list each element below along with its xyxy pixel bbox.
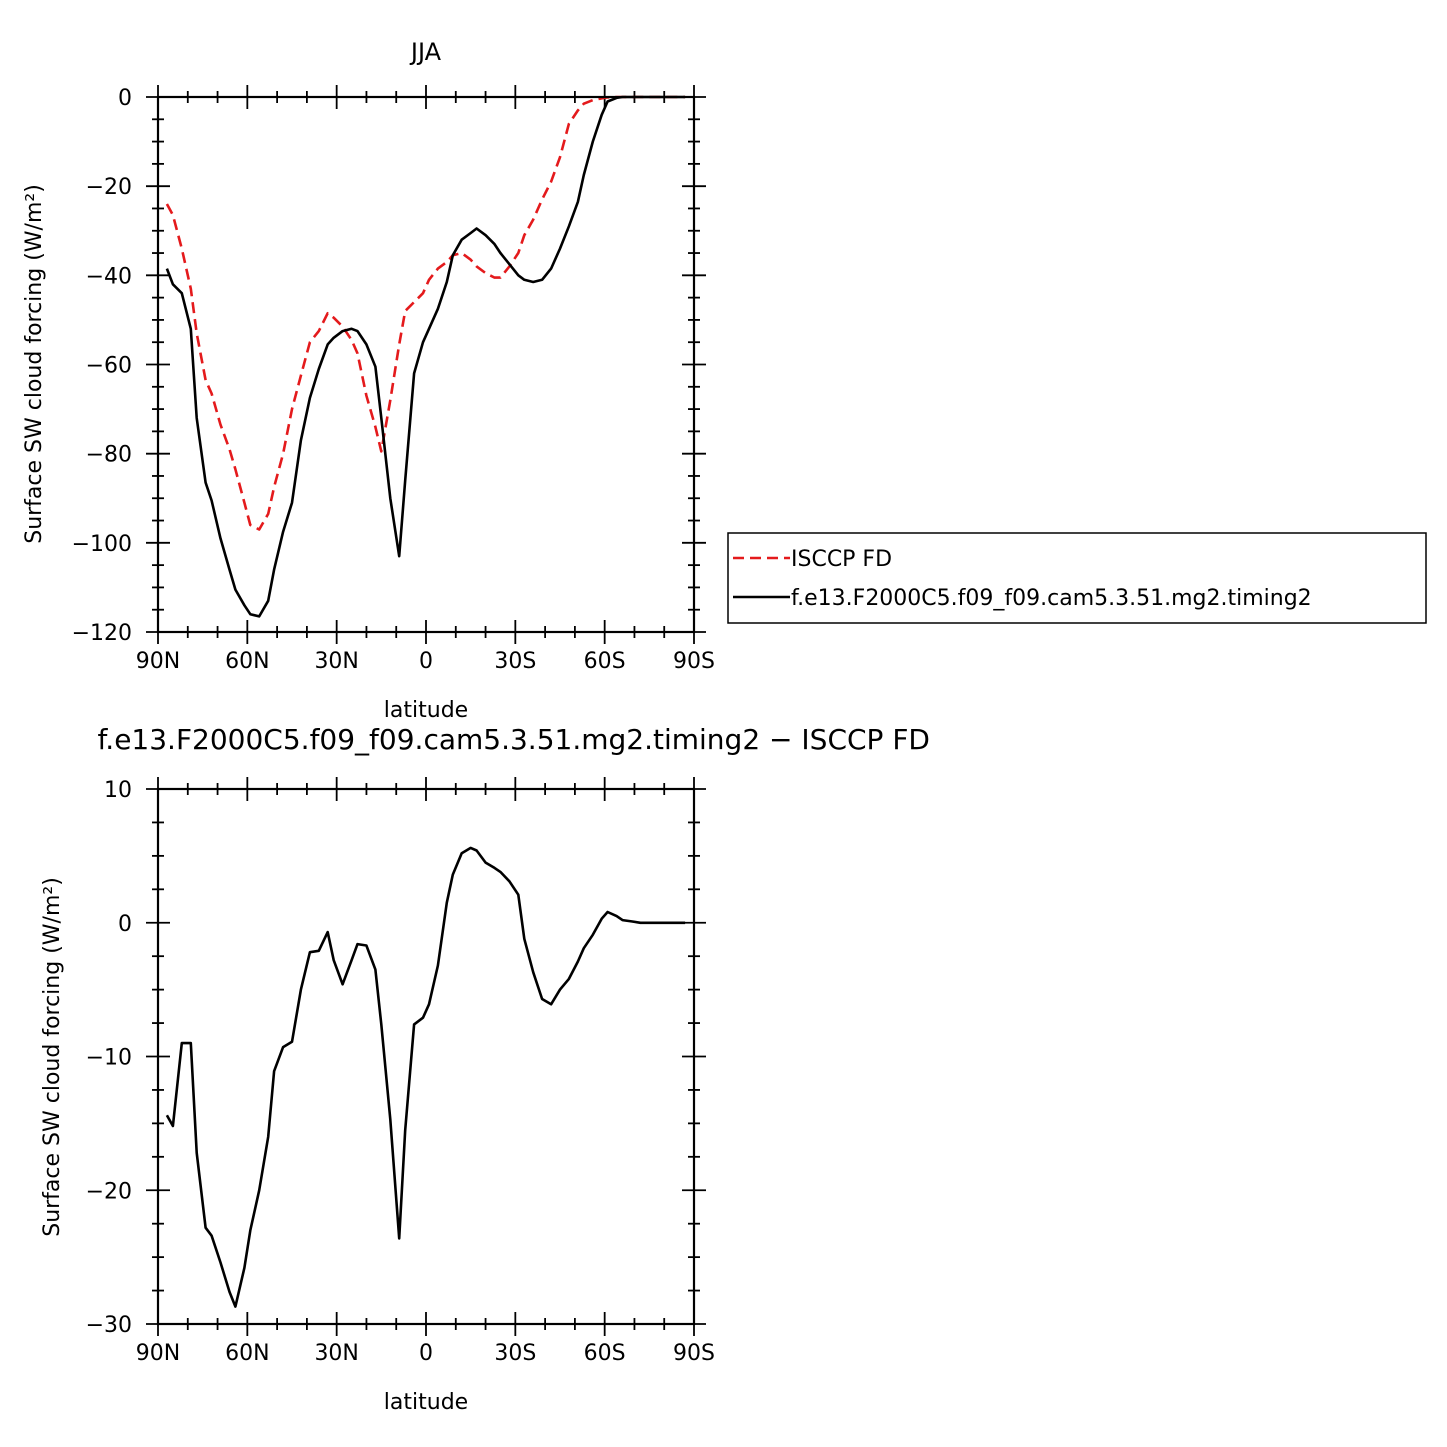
series-line-isccp-fd (165, 95, 686, 531)
bottom-chart-y-tick-labels: 10 0 −10 −20 −30 (86, 778, 132, 1338)
y-tick-label: −10 (86, 1046, 132, 1071)
x-tick-label: 0 (419, 1341, 433, 1366)
y-tick-label: −20 (86, 1179, 132, 1204)
top-chart-plot-area (165, 95, 686, 618)
series-line-model (165, 95, 686, 618)
y-tick-label: −40 (86, 264, 132, 289)
top-chart-y-axis-label: Surface SW cloud forcing (W/m²) (22, 184, 47, 544)
x-tick-label: 90S (673, 649, 715, 674)
legend-label-isccp: ISCCP FD (791, 547, 892, 572)
x-tick-label: 90N (136, 1341, 180, 1366)
x-tick-label: 60S (584, 649, 626, 674)
top-chart-x-tick-labels: 90N 60N 30N 0 30S 60S 90S (136, 649, 715, 674)
x-tick-label: 60N (225, 1341, 269, 1366)
bottom-chart-plot-area (165, 846, 686, 1308)
bottom-panel-chart: f.e13.F2000C5.f09_f09.cam5.3.51.mg2.timi… (40, 723, 930, 1415)
y-tick-label: −30 (86, 1313, 132, 1338)
legend-label-model: f.e13.F2000C5.f09_f09.cam5.3.51.mg2.timi… (791, 586, 1312, 611)
x-tick-label: 90S (673, 1341, 715, 1366)
x-tick-label: 60N (225, 649, 269, 674)
bottom-chart-x-tick-labels: 90N 60N 30N 0 30S 60S 90S (136, 1341, 715, 1366)
x-tick-label: 60S (584, 1341, 626, 1366)
y-tick-label: −60 (86, 354, 132, 379)
bottom-chart-x-axis-label: latitude (384, 1390, 468, 1415)
top-chart-title: JJA (409, 38, 442, 66)
y-tick-label: −20 (86, 175, 132, 200)
top-chart-frame (156, 95, 696, 634)
top-chart-legend: ISCCP FD f.e13.F2000C5.f09_f09.cam5.3.51… (727, 532, 1427, 624)
y-tick-label: −80 (86, 443, 132, 468)
y-tick-label: −100 (72, 532, 132, 557)
bottom-chart-frame (156, 787, 696, 1326)
series-line-difference (165, 846, 686, 1308)
x-tick-label: 0 (419, 649, 433, 674)
bottom-chart-y-axis-label: Surface SW cloud forcing (W/m²) (40, 877, 65, 1237)
y-tick-label: −120 (72, 621, 132, 646)
x-tick-label: 30N (314, 1341, 358, 1366)
x-tick-label: 30S (494, 649, 536, 674)
x-tick-label: 30S (494, 1341, 536, 1366)
bottom-chart-title: f.e13.F2000C5.f09_f09.cam5.3.51.mg2.timi… (97, 723, 930, 756)
top-chart-y-tick-labels: 0 −20 −40 −60 −80 −100 −120 (72, 86, 132, 646)
top-chart-x-axis-label: latitude (384, 698, 468, 723)
x-tick-label: 30N (314, 649, 358, 674)
y-tick-label: 0 (118, 86, 132, 111)
top-panel-chart: JJA 90N 60N 30N 0 30S 60S 90S 0 −20 −40 −60 −80 −10… (22, 38, 1427, 723)
y-tick-label: 0 (118, 912, 132, 937)
y-tick-label: 10 (104, 778, 132, 803)
legend-box (727, 532, 1427, 624)
x-tick-label: 90N (136, 649, 180, 674)
